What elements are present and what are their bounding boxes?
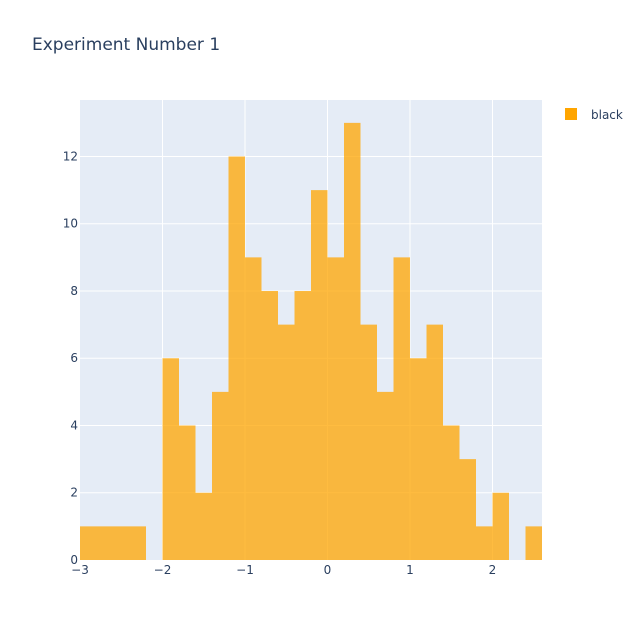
histogram-bar[interactable] <box>228 156 246 561</box>
histogram-bar[interactable] <box>525 526 543 560</box>
histogram-bar[interactable] <box>344 122 361 561</box>
x-tick-label: 1 <box>406 563 414 577</box>
legend-swatch-black[interactable] <box>565 108 577 120</box>
y-tick-label: 0 <box>70 553 78 567</box>
histogram-bar[interactable] <box>195 492 213 560</box>
histogram-bar[interactable] <box>410 358 427 560</box>
histogram-bar[interactable] <box>393 257 411 560</box>
histogram-bar[interactable] <box>80 526 97 560</box>
y-tick-label: 10 <box>63 217 78 231</box>
legend-label-black[interactable]: black <box>591 108 623 122</box>
histogram-bar[interactable] <box>476 526 493 560</box>
x-tick-label: −2 <box>154 563 172 577</box>
histogram-bar[interactable] <box>360 324 378 560</box>
legend[interactable]: black <box>565 108 623 122</box>
histogram-bar[interactable] <box>327 257 345 560</box>
histogram-bar[interactable] <box>426 324 444 560</box>
y-tick-label: 6 <box>70 351 78 365</box>
histogram-bar[interactable] <box>113 526 130 560</box>
y-tick-label: 12 <box>63 149 78 163</box>
histogram-bar[interactable] <box>311 190 328 561</box>
x-tick-label: 2 <box>489 563 497 577</box>
histogram-bar[interactable] <box>245 257 262 560</box>
y-tick-label: 2 <box>70 486 78 500</box>
histogram-bar[interactable] <box>459 459 477 560</box>
histogram-bar[interactable] <box>179 425 196 560</box>
x-tick-label: 0 <box>324 563 332 577</box>
histogram-bar[interactable] <box>162 358 180 560</box>
histogram-bar[interactable] <box>492 492 510 560</box>
bars <box>80 122 543 561</box>
histogram-bar[interactable] <box>278 324 295 560</box>
histogram-bar[interactable] <box>377 391 394 560</box>
histogram-bar[interactable] <box>443 425 460 560</box>
histogram-bar[interactable] <box>96 526 114 560</box>
histogram-bar[interactable] <box>261 290 279 560</box>
y-tick-label: 8 <box>70 284 78 298</box>
chart-title: Experiment Number 1 <box>32 35 220 55</box>
histogram-bar[interactable] <box>129 526 147 560</box>
y-tick-label: 4 <box>70 418 78 432</box>
histogram-bar[interactable] <box>294 290 312 560</box>
x-tick-label: −3 <box>71 563 89 577</box>
histogram-bar[interactable] <box>212 391 229 560</box>
x-tick-label: −1 <box>236 563 254 577</box>
